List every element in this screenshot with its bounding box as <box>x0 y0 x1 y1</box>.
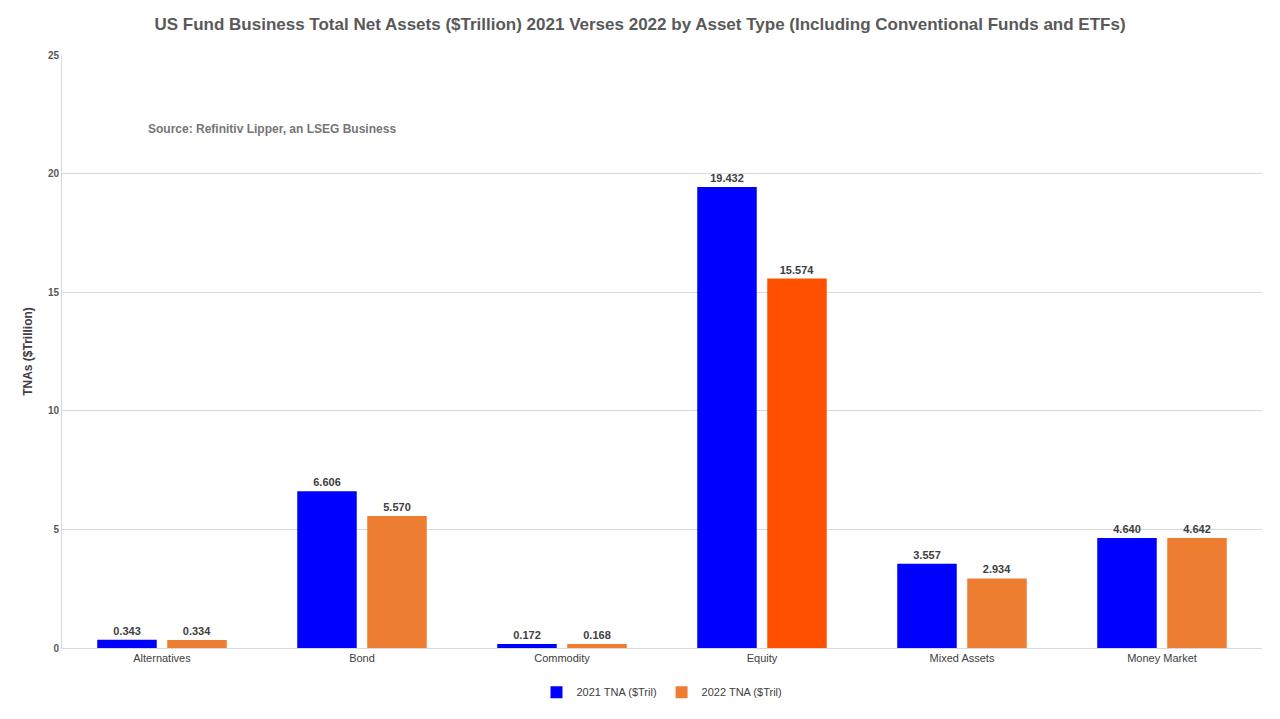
svg-text:Equity: Equity <box>747 652 778 664</box>
svg-text:4.640: 4.640 <box>1113 523 1141 535</box>
svg-text:2022 TNA ($Tril): 2022 TNA ($Tril) <box>702 686 782 698</box>
svg-text:25: 25 <box>48 50 60 61</box>
svg-text:20: 20 <box>48 168 60 179</box>
svg-text:15: 15 <box>48 287 60 298</box>
svg-text:10: 10 <box>48 405 60 416</box>
svg-text:4.642: 4.642 <box>1183 523 1211 535</box>
svg-text:5.570: 5.570 <box>383 501 411 513</box>
svg-text:Money Market: Money Market <box>1127 652 1197 664</box>
svg-text:19.432: 19.432 <box>710 172 744 184</box>
svg-text:0: 0 <box>53 643 59 654</box>
svg-text:3.557: 3.557 <box>913 549 941 561</box>
svg-text:5: 5 <box>53 524 59 535</box>
svg-text:6.606: 6.606 <box>313 476 341 488</box>
svg-text:TNAs ($Trillion): TNAs ($Trillion) <box>21 307 35 396</box>
svg-text:0.343: 0.343 <box>113 625 141 637</box>
svg-text:Mixed Assets: Mixed Assets <box>930 652 995 664</box>
svg-text:15.574: 15.574 <box>780 264 815 276</box>
svg-text:2021 TNA ($Tril): 2021 TNA ($Tril) <box>577 686 657 698</box>
svg-text:0.172: 0.172 <box>513 629 541 641</box>
svg-text:US Fund Business Total Net Ass: US Fund Business Total Net Assets ($Tril… <box>154 15 1125 34</box>
svg-text:2.934: 2.934 <box>983 563 1011 575</box>
svg-text:0.168: 0.168 <box>583 629 611 641</box>
svg-text:0.334: 0.334 <box>183 625 211 637</box>
svg-text:Alternatives: Alternatives <box>133 652 191 664</box>
svg-text:Bond: Bond <box>349 652 375 664</box>
svg-text:Source: Refinitiv Lipper, an L: Source: Refinitiv Lipper, an LSEG Busine… <box>148 122 396 136</box>
svg-text:Commodity: Commodity <box>534 652 590 664</box>
